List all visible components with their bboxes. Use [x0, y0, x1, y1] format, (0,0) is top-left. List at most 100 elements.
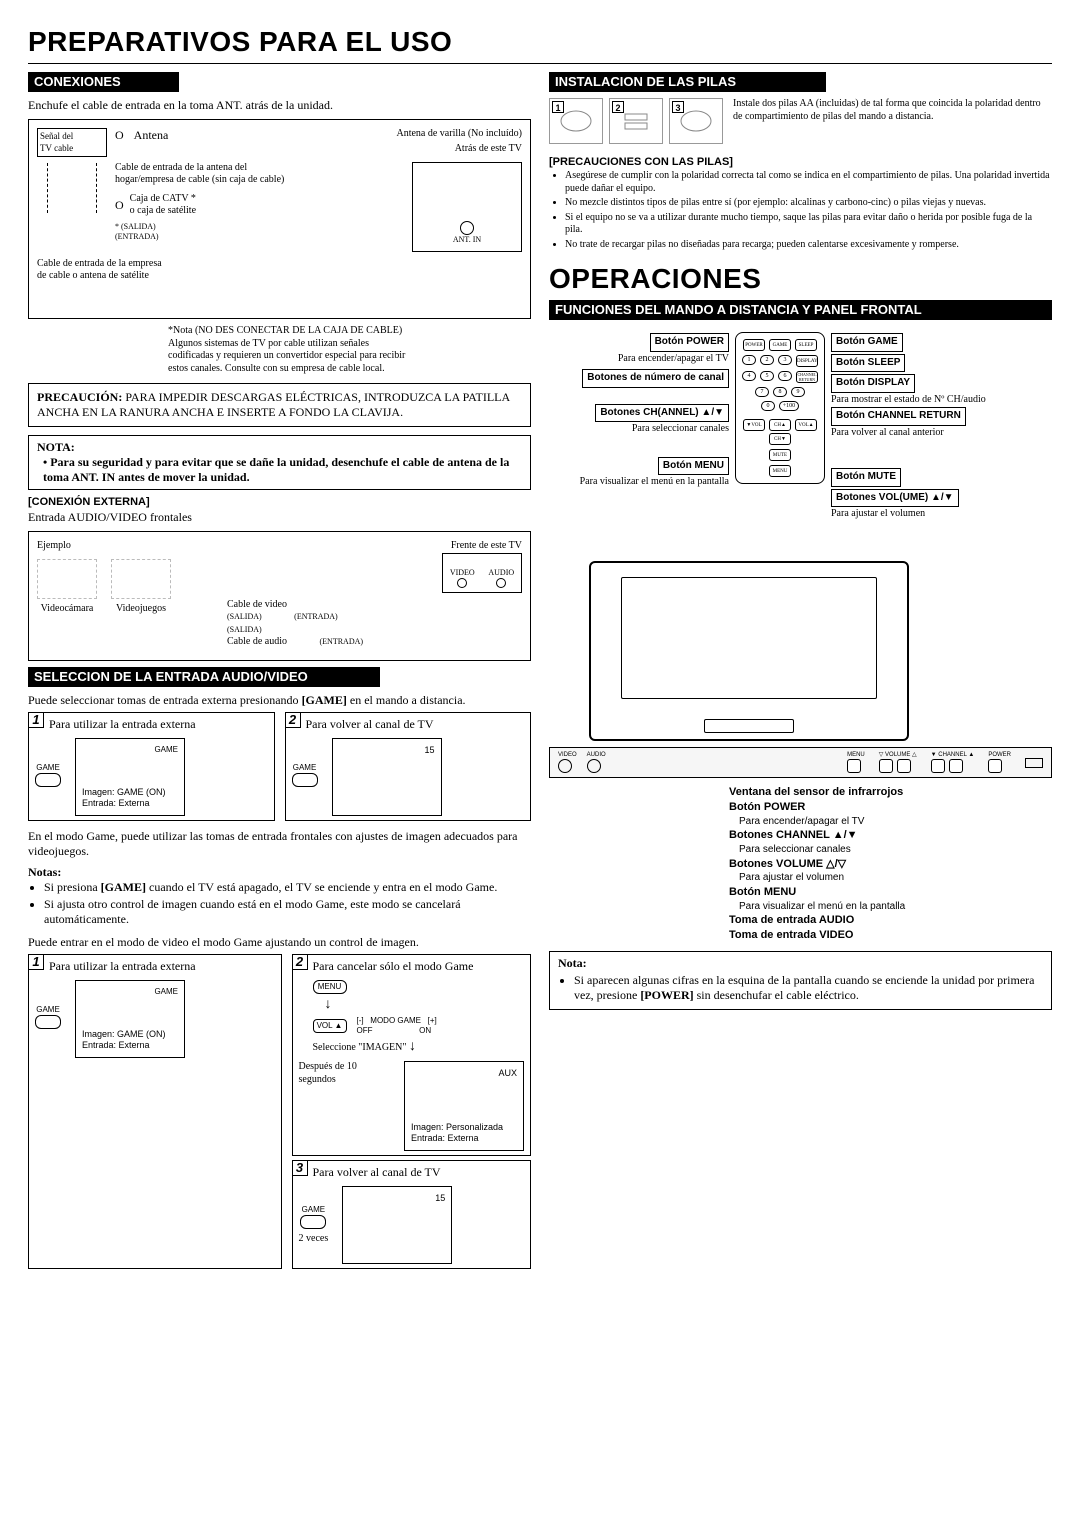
game-button-icon-3: [35, 1015, 61, 1029]
panel-audio-label: AUDIO: [587, 752, 606, 760]
pilas-b2: No mezcle distintos tipos de pilas entre…: [565, 197, 1052, 210]
seleccion-step-2b: 2 Para cancelar sólo el modo Game MENU ↓…: [292, 954, 532, 1156]
battery-icon-1: [559, 108, 593, 134]
imagen-pers: Imagen: Personalizada: [411, 1122, 517, 1133]
panel-ch-up[interactable]: [949, 759, 963, 773]
left-column: CONEXIONES Enchufe el cable de entrada e…: [28, 72, 531, 1269]
rc-0[interactable]: 0: [761, 401, 775, 411]
rc-9[interactable]: 9: [791, 387, 805, 397]
panel-power-btn[interactable]: [988, 759, 1002, 773]
remote-diagram: Botón POWER Para encender/apagar el TV B…: [549, 332, 1052, 521]
power-callout: Botón POWER: [650, 333, 729, 352]
conexion-ext-diagram: Ejemplo Videocámara Videojuegos Frente d…: [28, 531, 531, 661]
panel-vol-up[interactable]: [897, 759, 911, 773]
video-jack[interactable]: [558, 759, 572, 773]
conexiones-heading: CONEXIONES: [28, 72, 179, 92]
ch15: 15: [339, 745, 435, 756]
entrada-ext-3: Entrada: Externa: [411, 1133, 517, 1144]
panel-power-desc: Para encender/apagar el TV: [739, 816, 1052, 829]
salida-a: (SALIDA): [227, 625, 262, 634]
game-button-icon: [35, 773, 61, 787]
panel-video-label: VIDEO: [558, 752, 577, 760]
videojuegos-icon: [111, 559, 171, 599]
rc-2[interactable]: 2: [760, 355, 774, 365]
video-mode-line: Puede entrar en el modo de video el modo…: [28, 935, 531, 950]
step2-title: Para volver al canal de TV: [306, 717, 525, 732]
step-number-2b: 2: [292, 954, 308, 970]
panel-vol-down[interactable]: [879, 759, 893, 773]
rc-volup[interactable]: VOL▲: [795, 419, 817, 431]
rc-power[interactable]: POWER: [743, 339, 765, 351]
panel-menu-desc: Para visualizar el menú en la pantalla: [739, 901, 1052, 914]
imagen-game-2: Imagen: GAME (ON): [82, 1029, 178, 1040]
rc-sleep[interactable]: SLEEP: [795, 339, 817, 351]
tv-shell: [589, 561, 909, 741]
vol-callout: Botones VOL(UME) ▲/▼: [831, 489, 959, 508]
chreturn-callout: Botón CHANNEL RETURN: [831, 407, 966, 426]
game-label-scr-2: GAME: [82, 987, 178, 997]
rc-voldn[interactable]: ▼VOL: [743, 419, 765, 431]
nota1-label: NOTA:: [37, 440, 522, 455]
ch-callout: Botones CH(ANNEL) ▲/▼: [595, 404, 729, 423]
entrada-v: (ENTRADA): [294, 612, 338, 621]
panel-power-label: POWER: [988, 752, 1011, 760]
atras-label: Atrás de este TV: [115, 143, 522, 156]
rc-3[interactable]: 3: [778, 355, 792, 365]
seleccion-after: En el modo Game, puede utilizar las toma…: [28, 829, 531, 859]
panel-video-callout: Toma de entrada VIDEO: [729, 929, 1052, 943]
funciones-heading: FUNCIONES DEL MANDO A DISTANCIA Y PANEL …: [549, 300, 1052, 320]
o-label-2: O: [115, 198, 124, 213]
rc-game[interactable]: GAME: [769, 339, 791, 351]
panel-menu-btn[interactable]: [847, 759, 861, 773]
rc-4[interactable]: 4: [742, 371, 756, 381]
seleccion-step-2: 2 Para volver al canal de TV GAME 15: [285, 712, 532, 821]
rc-display[interactable]: DISPLAY: [796, 355, 818, 367]
panel-audio-callout: Toma de entrada AUDIO: [729, 914, 1052, 928]
rc-5[interactable]: 5: [760, 371, 774, 381]
rc-menu[interactable]: MENU: [769, 465, 791, 477]
panel-nota-label: Nota:: [558, 956, 587, 970]
rc-6[interactable]: 6: [778, 371, 792, 381]
seleccion-heading: SELECCION DE LA ENTRADA AUDIO/VIDEO: [28, 667, 380, 687]
rc-mute[interactable]: MUTE: [769, 449, 791, 461]
rc-1[interactable]: 1: [742, 355, 756, 365]
precaucion-box: PRECAUCIÓN: PARA IMPEDIR DESCARGAS ELÉCT…: [28, 383, 531, 427]
step2b-title: Para cancelar sólo el modo Game: [313, 959, 525, 974]
display-desc: Para mostrar el estado de Nº CH/audio: [831, 394, 1011, 407]
rc-chreturn[interactable]: CHANNEL RETURN: [796, 371, 818, 383]
game-label-scr: GAME: [82, 745, 178, 755]
panel-ch-label: ▼ CHANNEL ▲: [931, 752, 975, 760]
rc-chup[interactable]: CH▲: [769, 419, 791, 431]
videocamara-icon: [37, 559, 97, 599]
ir-callout: Ventana del sensor de infrarrojos: [729, 786, 1052, 800]
rc-100[interactable]: +100: [779, 401, 799, 411]
conexiones-intro: Enchufe el cable de entrada en la toma A…: [28, 98, 531, 113]
rc-7[interactable]: 7: [755, 387, 769, 397]
nota-star: *Nota (NO DES CONECTAR DE LA CAJA DE CAB…: [168, 325, 531, 375]
rc-8[interactable]: 8: [773, 387, 787, 397]
cable-video-label: Cable de video: [227, 599, 287, 610]
step-number-2: 2: [285, 712, 301, 728]
cable-empresa-label: Cable de entrada de la empresa de cable …: [37, 258, 522, 283]
entrada-ext-1: Entrada: Externa: [82, 798, 178, 809]
catv-label: Caja de CATV * o caja de satélite: [130, 193, 196, 218]
panel-ch-down[interactable]: [931, 759, 945, 773]
aux-label: AUX: [411, 1068, 517, 1079]
salida-label: (SALIDA): [121, 222, 156, 231]
panel-nota-box: Nota: Si aparecen algunas cifras en la e…: [549, 951, 1052, 1010]
step1-title: Para utilizar la entrada externa: [49, 717, 268, 732]
nota-box-1: NOTA: • Para su seguridad y para evitar …: [28, 435, 531, 490]
rc-chdn[interactable]: CH▼: [769, 433, 791, 445]
panel-channel-callout: Botones CHANNEL ▲/▼: [729, 829, 1052, 843]
game-label-2: GAME: [292, 763, 318, 773]
mute-callout: Botón MUTE: [831, 468, 901, 487]
chreturn-desc: Para volver al canal anterior: [831, 427, 1011, 440]
seleccion-step-3: 3 Para volver al canal de TV GAME 2 vece…: [292, 1160, 532, 1269]
battery-icon-2: [619, 108, 653, 134]
videojuegos-label: Videojuegos: [111, 603, 171, 616]
audio-jack[interactable]: [587, 759, 601, 773]
power-desc: Para encender/apagar el TV: [549, 353, 729, 366]
battery-steps: 1 2 3: [549, 98, 723, 144]
panel-channel-desc: Para seleccionar canales: [739, 844, 1052, 857]
imagen-game-1: Imagen: GAME (ON): [82, 787, 178, 798]
